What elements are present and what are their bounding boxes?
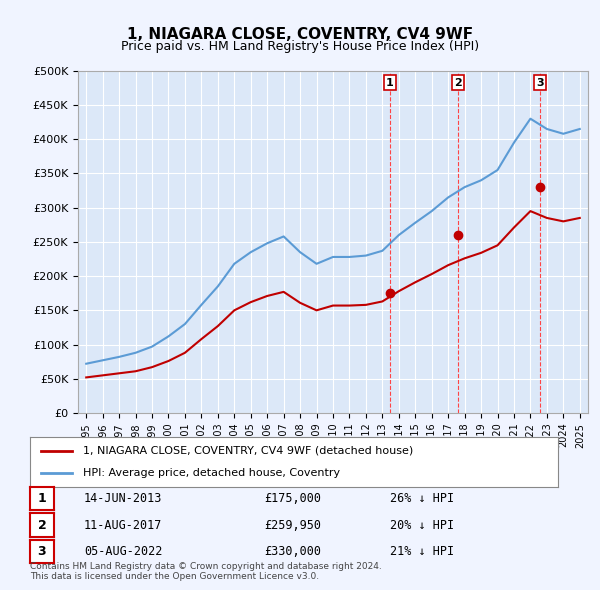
- Text: HPI: Average price, detached house, Coventry: HPI: Average price, detached house, Cove…: [83, 468, 340, 478]
- Text: 2: 2: [454, 78, 462, 88]
- Text: £330,000: £330,000: [264, 545, 321, 558]
- Text: 05-AUG-2022: 05-AUG-2022: [84, 545, 163, 558]
- Text: £259,950: £259,950: [264, 519, 321, 532]
- Text: 1: 1: [386, 78, 394, 88]
- Text: £175,000: £175,000: [264, 492, 321, 505]
- Text: 26% ↓ HPI: 26% ↓ HPI: [390, 492, 454, 505]
- Text: 20% ↓ HPI: 20% ↓ HPI: [390, 519, 454, 532]
- Text: 14-JUN-2013: 14-JUN-2013: [84, 492, 163, 505]
- Text: Price paid vs. HM Land Registry's House Price Index (HPI): Price paid vs. HM Land Registry's House …: [121, 40, 479, 53]
- Text: 11-AUG-2017: 11-AUG-2017: [84, 519, 163, 532]
- Text: 1, NIAGARA CLOSE, COVENTRY, CV4 9WF: 1, NIAGARA CLOSE, COVENTRY, CV4 9WF: [127, 27, 473, 41]
- Text: 1: 1: [38, 492, 46, 505]
- Text: 21% ↓ HPI: 21% ↓ HPI: [390, 545, 454, 558]
- Text: 1, NIAGARA CLOSE, COVENTRY, CV4 9WF (detached house): 1, NIAGARA CLOSE, COVENTRY, CV4 9WF (det…: [83, 445, 413, 455]
- Text: Contains HM Land Registry data © Crown copyright and database right 2024.
This d: Contains HM Land Registry data © Crown c…: [30, 562, 382, 581]
- Text: 3: 3: [536, 78, 544, 88]
- Text: 3: 3: [38, 545, 46, 558]
- Text: 2: 2: [38, 519, 46, 532]
